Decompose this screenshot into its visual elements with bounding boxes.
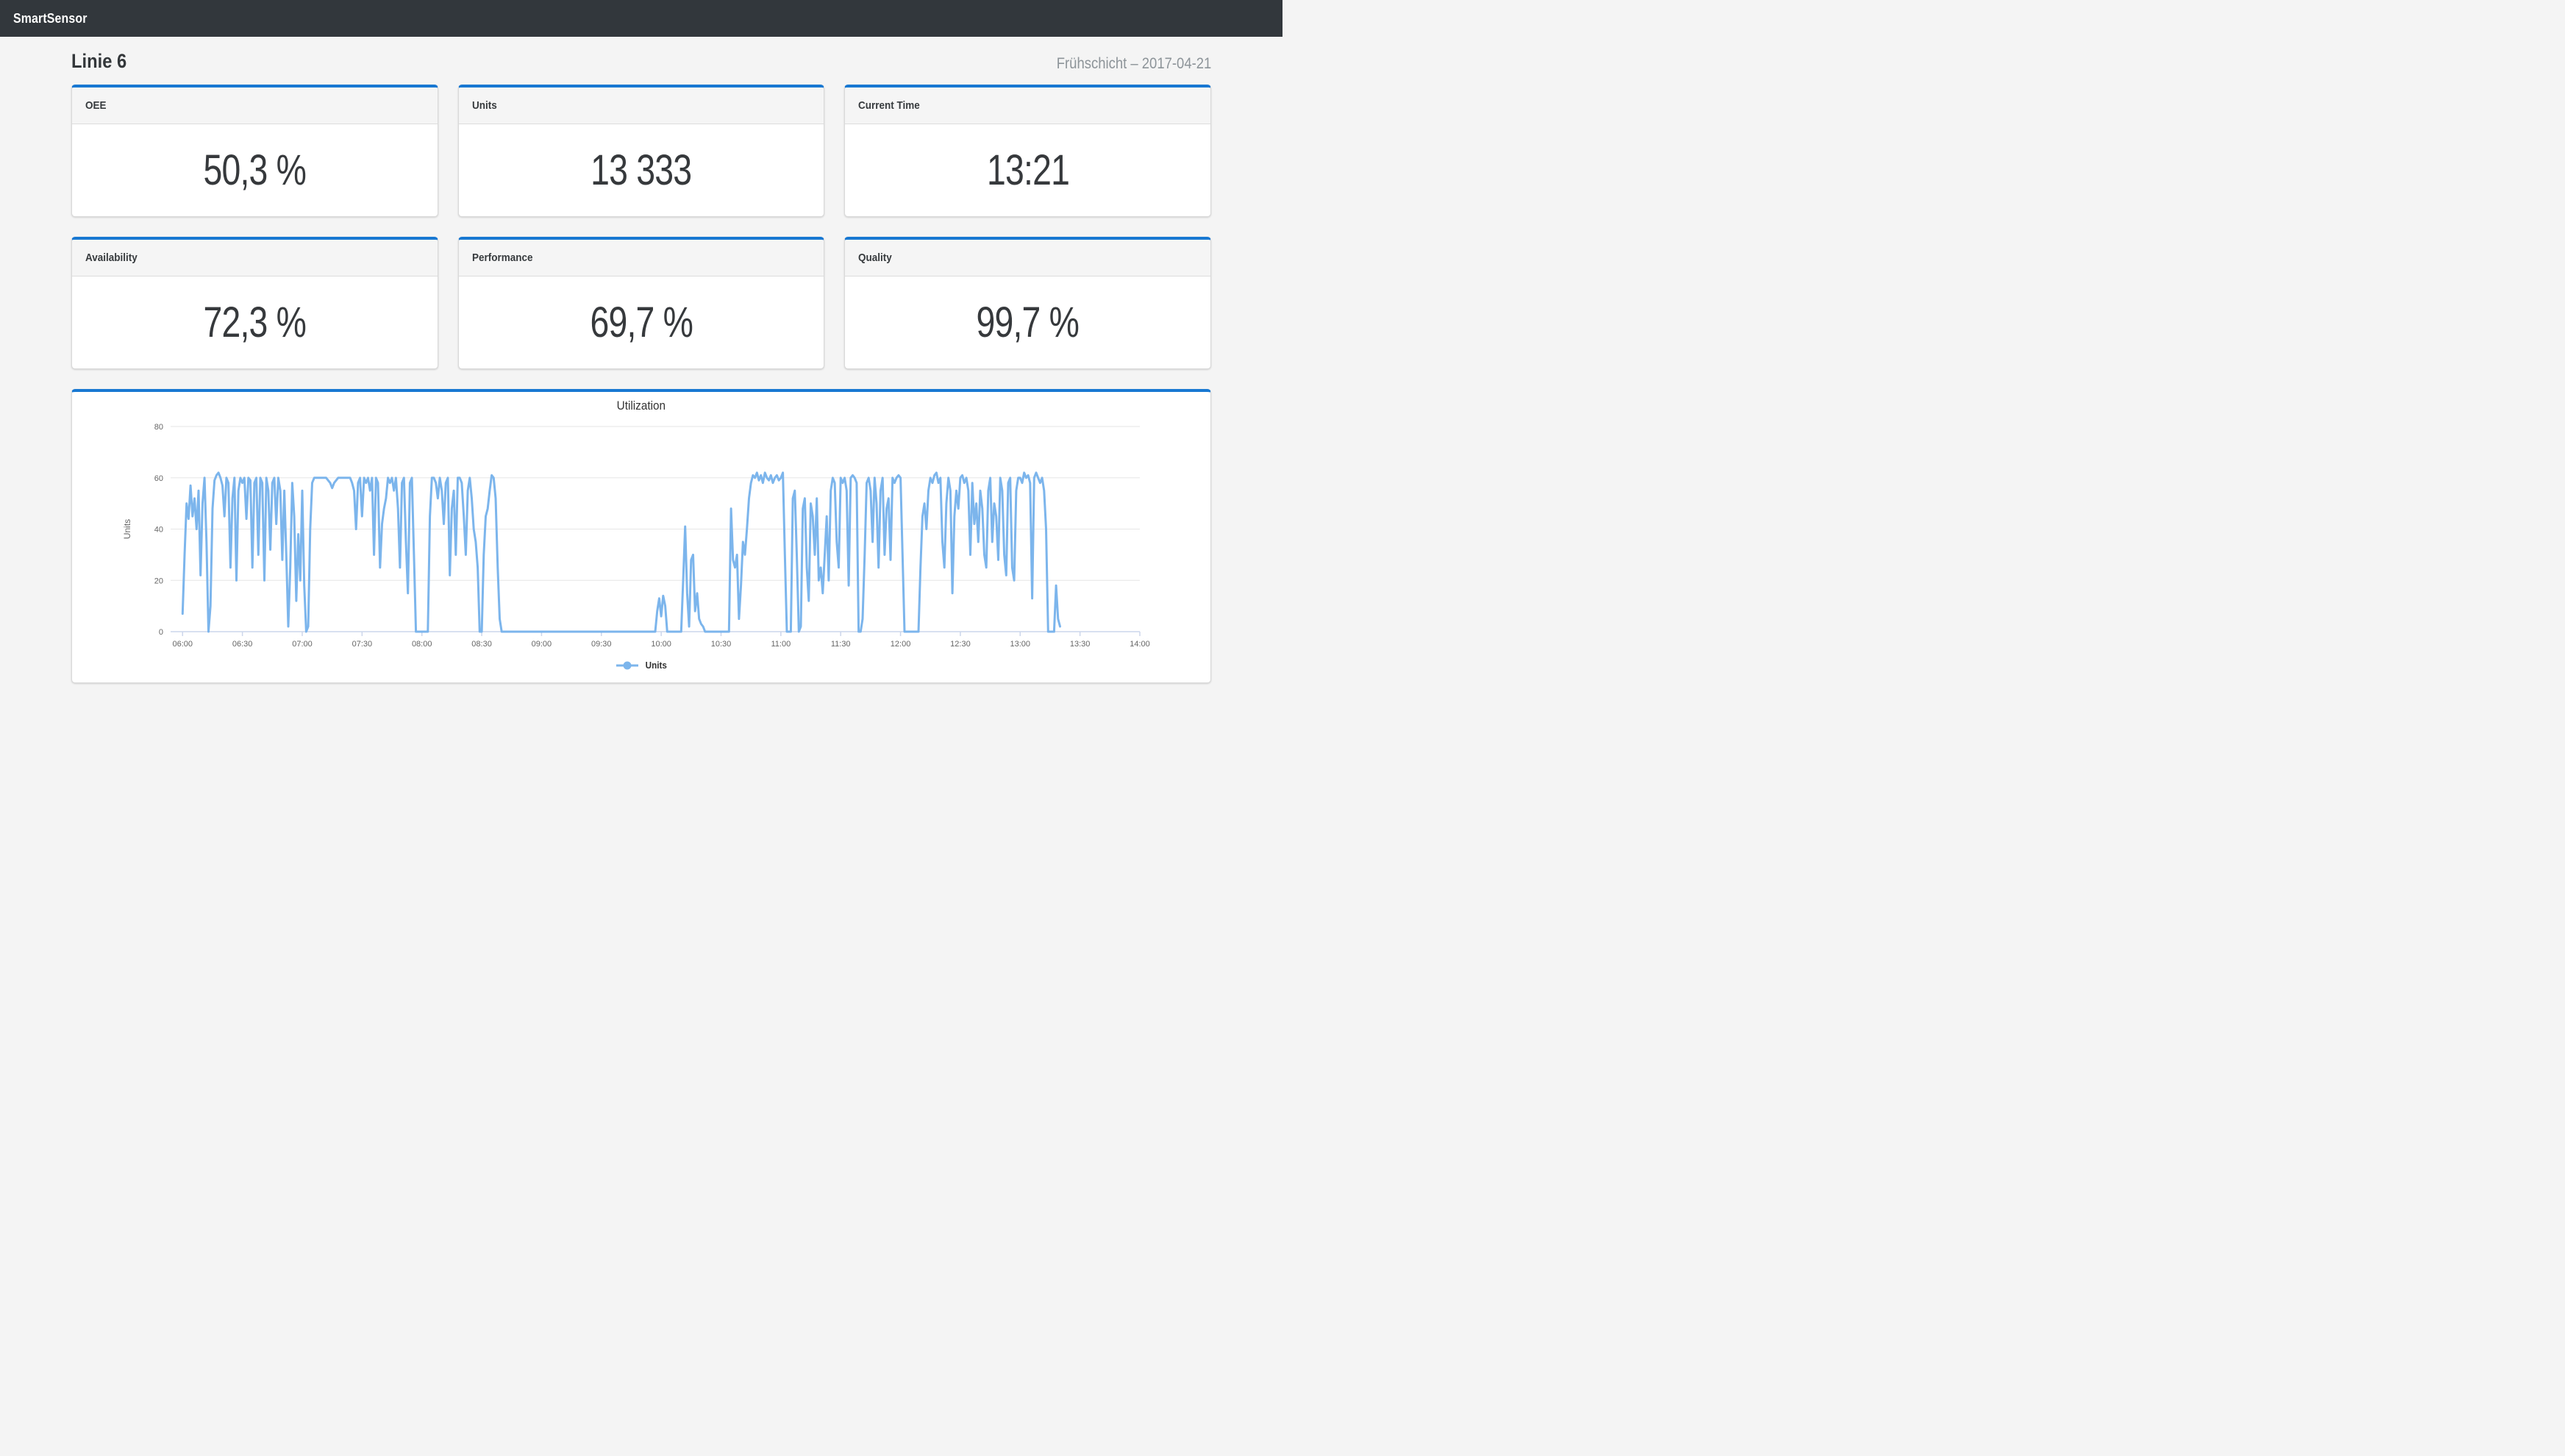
kpi-card-performance: Performance 69,7 % bbox=[457, 237, 825, 369]
svg-text:12:30: 12:30 bbox=[950, 640, 971, 649]
kpi-label: Performance bbox=[471, 251, 533, 264]
kpi-card-header: Quality bbox=[845, 240, 1211, 276]
chart-title: Utilization bbox=[616, 399, 666, 413]
kpi-card-header: Units bbox=[458, 88, 824, 124]
kpi-card-body: 99,7 % bbox=[845, 276, 1210, 368]
legend-label: Units bbox=[645, 660, 667, 671]
svg-text:10:00: 10:00 bbox=[651, 640, 671, 649]
kpi-card-body: 13 333 bbox=[459, 124, 824, 216]
svg-text:09:00: 09:00 bbox=[532, 640, 552, 649]
page-title: Linie 6 bbox=[71, 50, 127, 72]
topbar: SmartSensor bbox=[0, 0, 1282, 37]
kpi-label: Availability bbox=[85, 251, 138, 264]
kpi-card-current-time: Current Time 13:21 bbox=[844, 85, 1212, 217]
svg-text:06:30: 06:30 bbox=[232, 640, 253, 649]
kpi-card-header: Availability bbox=[72, 240, 438, 276]
svg-text:12:00: 12:00 bbox=[891, 640, 911, 649]
kpi-value: 50,3 % bbox=[203, 146, 307, 194]
utilization-chart[interactable]: 0 20 40 60 80 06:00 06:30 07:00 07:30 08:00 08:30 0… bbox=[72, 392, 1210, 655]
utilization-panel: Utilization 0 20 40 60 80 06:00 06:30 07:00 07:3… bbox=[71, 389, 1211, 683]
kpi-value: 13 333 bbox=[591, 146, 692, 194]
kpi-card-units: Units 13 333 bbox=[457, 85, 825, 217]
kpi-label: Units bbox=[471, 99, 497, 112]
kpi-label: OEE bbox=[85, 99, 107, 112]
svg-text:60: 60 bbox=[154, 474, 163, 483]
kpi-card-availability: Availability 72,3 % bbox=[71, 237, 438, 369]
chart-legend[interactable]: Units bbox=[72, 660, 1210, 671]
kpi-card-body: 72,3 % bbox=[72, 276, 438, 368]
legend-marker-icon bbox=[616, 661, 638, 669]
kpi-value: 13:21 bbox=[986, 146, 1070, 194]
kpi-value: 72,3 % bbox=[203, 299, 307, 346]
svg-text:06:00: 06:00 bbox=[173, 640, 193, 649]
kpi-card-header: Current Time bbox=[845, 88, 1211, 124]
svg-text:08:30: 08:30 bbox=[471, 640, 492, 649]
kpi-row-2: Availability 72,3 % Performance 69,7 % Q… bbox=[71, 237, 1212, 369]
kpi-value: 69,7 % bbox=[590, 299, 693, 346]
svg-text:13:00: 13:00 bbox=[1010, 640, 1031, 649]
app-brand: SmartSensor bbox=[13, 10, 88, 26]
svg-text:13:30: 13:30 bbox=[1070, 640, 1091, 649]
kpi-value: 99,7 % bbox=[976, 299, 1080, 346]
kpi-card-body: 13:21 bbox=[845, 124, 1210, 216]
svg-text:09:30: 09:30 bbox=[591, 640, 612, 649]
svg-text:Units: Units bbox=[122, 519, 132, 539]
shift-date-label: Frühschicht – 2017-04-21 bbox=[1056, 55, 1211, 72]
kpi-card-oee: OEE 50,3 % bbox=[71, 85, 438, 217]
svg-text:80: 80 bbox=[154, 423, 163, 432]
kpi-label: Quality bbox=[858, 251, 893, 264]
svg-text:07:00: 07:00 bbox=[292, 640, 313, 649]
kpi-row-1: OEE 50,3 % Units 13 333 Current Time 13:… bbox=[71, 85, 1212, 217]
dashboard: Linie 6 Frühschicht – 2017-04-21 OEE 50,… bbox=[0, 50, 1282, 683]
kpi-label: Current Time bbox=[858, 99, 921, 112]
svg-text:11:00: 11:00 bbox=[771, 640, 791, 649]
svg-text:08:00: 08:00 bbox=[412, 640, 432, 649]
svg-text:0: 0 bbox=[159, 628, 163, 637]
svg-text:14:00: 14:00 bbox=[1130, 640, 1150, 649]
kpi-card-quality: Quality 99,7 % bbox=[844, 237, 1212, 369]
svg-text:11:30: 11:30 bbox=[831, 640, 851, 649]
kpi-card-body: 69,7 % bbox=[459, 276, 824, 368]
page-head: Linie 6 Frühschicht – 2017-04-21 bbox=[71, 50, 1211, 73]
kpi-card-header: Performance bbox=[458, 240, 824, 276]
kpi-card-body: 50,3 % bbox=[72, 124, 438, 216]
svg-text:20: 20 bbox=[154, 577, 163, 585]
svg-text:07:30: 07:30 bbox=[352, 640, 373, 649]
kpi-card-header: OEE bbox=[72, 88, 438, 124]
svg-text:10:30: 10:30 bbox=[711, 640, 732, 649]
svg-text:40: 40 bbox=[154, 526, 163, 535]
